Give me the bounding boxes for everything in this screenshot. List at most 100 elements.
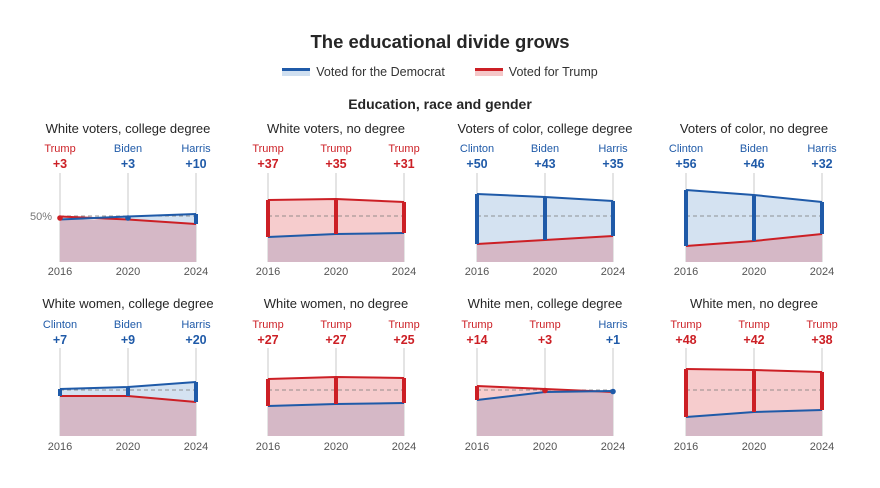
gap-area-2016-2020 (686, 190, 754, 246)
gap-area-2016-2020 (268, 377, 336, 406)
x-tick-2024: 2024 (392, 266, 416, 278)
margin-label-2020: +42 (743, 333, 764, 347)
chart-panel-7: White men, college degree Trump +14 2016 Tru… (461, 296, 628, 453)
winner-label-2020: Biden (114, 319, 142, 331)
gap-area-2020-2024 (754, 195, 822, 241)
margin-label-2024: +25 (393, 333, 414, 347)
chart-panel-1: White voters, college degree 50% Trump +3 20… (30, 121, 211, 278)
legend-item-democrat: Voted for the Democrat (282, 65, 445, 79)
chart-panel-2: White voters, no degree Trump +37 2016 Trump… (252, 121, 419, 278)
winner-label-2024: Trump (388, 143, 419, 155)
margin-label-2020: +3 (121, 157, 135, 171)
gap-area-2016-2020 (477, 386, 545, 400)
margin-label-2020: +43 (534, 157, 555, 171)
margin-label-2024: +10 (185, 157, 206, 171)
legend-label-democrat: Voted for the Democrat (316, 65, 445, 79)
margin-label-2024: +38 (811, 333, 832, 347)
winner-label-2016: Trump (252, 143, 283, 155)
margin-label-2016: +56 (675, 157, 696, 171)
winner-label-2020: Biden (114, 143, 142, 155)
chart-panel-5: White women, college degree Clinton +7 2016… (42, 296, 213, 453)
winner-label-2020: Trump (738, 319, 769, 331)
x-tick-2020: 2020 (324, 266, 348, 278)
chart-panel-6: White women, no degree Trump +27 2016 Trump +… (252, 296, 419, 453)
margin-label-2020: +27 (325, 333, 346, 347)
margin-label-2024: +31 (393, 157, 414, 171)
winner-label-2024: Harris (181, 319, 211, 331)
panel-title: White men, college degree (468, 296, 623, 311)
margin-label-2024: +20 (185, 333, 206, 347)
base-area (60, 219, 196, 262)
x-tick-2024: 2024 (392, 441, 416, 453)
reference-label-50: 50% (30, 211, 52, 223)
panel-title: White women, no degree (264, 296, 409, 311)
winner-label-2020: Trump (320, 143, 351, 155)
winner-label-2016: Trump (461, 319, 492, 331)
legend-item-trump: Voted for Trump (474, 65, 598, 79)
base-area (60, 396, 196, 436)
base-area (686, 410, 822, 436)
chart-subtitle: Education, race and gender (348, 96, 532, 112)
x-tick-2020: 2020 (533, 441, 557, 453)
x-tick-2016: 2016 (674, 441, 698, 453)
legend-swatch-democrat (282, 68, 311, 76)
gap-area-2020-2024 (336, 377, 404, 404)
margin-label-2016: +7 (53, 333, 67, 347)
margin-dot-2020 (125, 215, 131, 221)
winner-label-2016: Clinton (669, 143, 703, 155)
x-tick-2024: 2024 (184, 266, 208, 278)
margin-label-2020: +3 (538, 333, 552, 347)
x-tick-2016: 2016 (48, 441, 72, 453)
margin-dot-2024 (610, 388, 616, 395)
gap-area-2020-2024 (754, 370, 822, 412)
margin-label-2020: +46 (743, 157, 764, 171)
legend-label-trump: Voted for Trump (508, 65, 598, 79)
panel-title: Voters of color, college degree (458, 121, 633, 136)
margin-label-2016: +27 (257, 333, 278, 347)
winner-label-2024: Trump (388, 319, 419, 331)
margin-label-2016: +37 (257, 157, 278, 171)
winner-label-2020: Trump (320, 319, 351, 331)
margin-label-2020: +35 (325, 157, 346, 171)
x-tick-2020: 2020 (742, 266, 766, 278)
x-tick-2016: 2016 (256, 441, 280, 453)
margin-dot-2016 (57, 215, 63, 221)
winner-label-2020: Trump (529, 319, 560, 331)
gap-area-2016-2020 (686, 369, 754, 417)
gap-area-2020-2024 (545, 197, 613, 240)
chart-title: The educational divide grows (310, 31, 570, 52)
chart-panel-8: White men, no degree Trump +48 2016 Trump +42… (670, 296, 837, 453)
panel-title: White men, no degree (690, 296, 818, 311)
x-tick-2024: 2024 (810, 441, 834, 453)
winner-label-2016: Clinton (43, 319, 77, 331)
x-tick-2020: 2020 (533, 266, 557, 278)
base-area (477, 392, 613, 436)
panel-title: White voters, no degree (267, 121, 405, 136)
gap-area-2016-2020 (268, 199, 336, 237)
base-area (686, 234, 822, 262)
x-tick-2024: 2024 (601, 266, 625, 278)
margin-label-2016: +48 (675, 333, 696, 347)
x-tick-2016: 2016 (465, 441, 489, 453)
chart-panel-4: Voters of color, no degree Clinton +56 2016… (669, 121, 837, 278)
panel-title: Voters of color, no degree (680, 121, 828, 136)
legend-swatch-trump (474, 68, 503, 76)
panel-title: White women, college degree (42, 296, 213, 311)
base-area (268, 233, 404, 262)
winner-label-2016: Trump (670, 319, 701, 331)
x-tick-2016: 2016 (48, 266, 72, 278)
margin-label-2024: +32 (811, 157, 832, 171)
base-area (268, 403, 404, 436)
winner-label-2024: Trump (806, 319, 837, 331)
x-tick-2020: 2020 (116, 441, 140, 453)
margin-label-2016: +14 (466, 333, 487, 347)
winner-label-2024: Harris (598, 143, 628, 155)
winner-label-2020: Biden (531, 143, 559, 155)
x-tick-2020: 2020 (742, 441, 766, 453)
legend: Voted for the Democrat Voted for Trump (0, 65, 880, 79)
gap-area-2016-2020 (477, 194, 545, 244)
winner-label-2016: Trump (44, 143, 75, 155)
chart-panel-3: Voters of color, college degree Clinton +5… (458, 121, 633, 278)
x-tick-2024: 2024 (601, 441, 625, 453)
